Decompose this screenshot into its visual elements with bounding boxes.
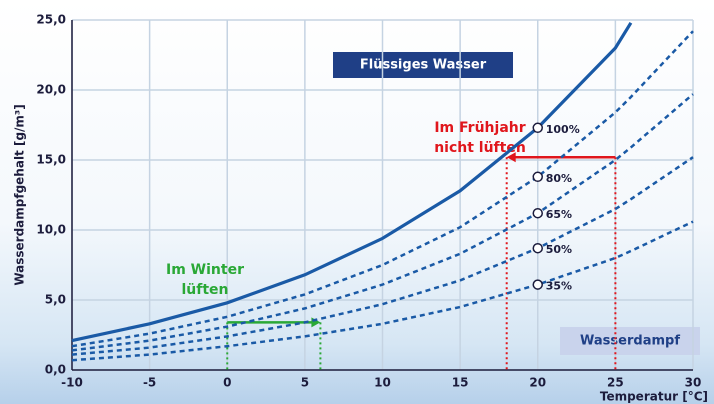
y-axis-title: Wasserdampfgehalt [g/m³] [13,104,27,285]
point-marker [533,244,542,253]
x-tick-label: 15 [452,376,469,390]
x-tick-label: 30 [685,376,702,390]
y-tick-label: 5,0 [45,293,66,307]
series-label: 80% [546,172,572,185]
region-label: Flüssiges Wasser [360,58,487,73]
chart: Flüssiges Wasser Wasserdampf Wasserdampf… [0,0,714,404]
x-tick-label: 0 [223,376,231,390]
y-tick-label: 15,0 [36,153,66,167]
x-tick-label: 10 [374,376,391,390]
annotation: Im Frühjahr [434,120,525,136]
y-tick-label: 10,0 [36,223,66,237]
series-label: 35% [546,280,572,293]
x-tick-label: 20 [529,376,546,390]
y-tick-label: 20,0 [36,83,66,97]
point-marker [533,209,542,218]
point-marker [533,123,542,132]
x-tick-label: -5 [143,376,156,390]
point-marker [533,280,542,289]
x-tick-label: 25 [607,376,624,390]
series-label: 50% [546,243,572,256]
x-axis-title: Temperatur [°C] [600,390,708,404]
region-label: Wasserdampf [580,334,680,349]
point-marker [533,172,542,181]
series-label: 65% [546,208,572,221]
annotation: Im Winter [166,262,244,278]
annotation: lüften [181,282,228,298]
y-tick-label: 0,0 [45,363,66,377]
x-tick-label: 5 [301,376,309,390]
y-tick-label: 25,0 [36,13,66,27]
series-label: 100% [546,123,580,136]
x-tick-label: -10 [61,376,83,390]
